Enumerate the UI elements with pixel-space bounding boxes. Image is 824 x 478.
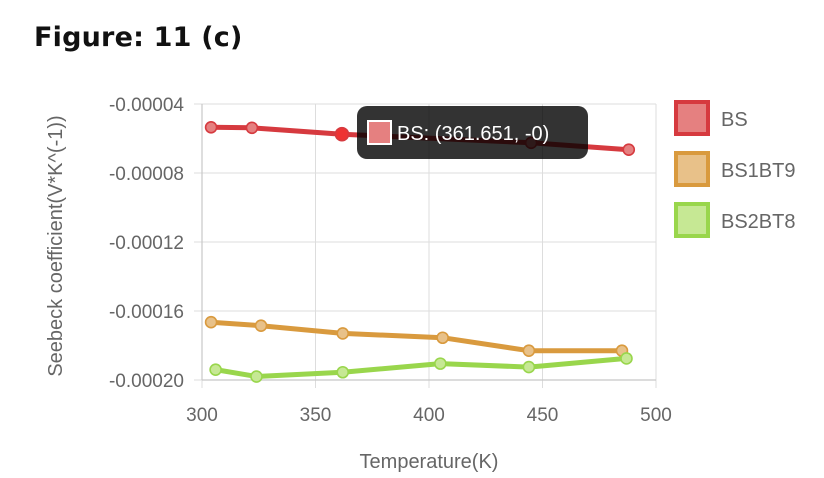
tooltip-box xyxy=(357,106,588,159)
data-point xyxy=(622,143,636,157)
axes: 300 350 400 450 500 -0.00004 -0.00008 -0.00012 -… xyxy=(45,95,672,473)
y-axis-label: Seebeck coefficient(V*K^(-1)) xyxy=(45,115,67,376)
series-line-bs2bt8 xyxy=(213,355,629,379)
figure-title: Figure: 11 (c) xyxy=(34,22,243,53)
data-point xyxy=(250,370,263,383)
data-point xyxy=(254,319,268,332)
data-point xyxy=(245,121,259,135)
x-tick-label: 400 xyxy=(413,405,445,426)
data-point xyxy=(204,315,218,329)
tooltip-text: BS: (361.651, -0) xyxy=(397,123,549,145)
legend-swatch-bs xyxy=(674,100,710,136)
data-point xyxy=(336,327,350,340)
series-bs2bt8 xyxy=(209,352,633,383)
x-tick-label: 300 xyxy=(186,405,218,426)
data-point xyxy=(522,360,536,374)
legend-label-bs2bt8: BS2BT8 xyxy=(721,211,795,233)
tooltip: BS: (361.651, -0) xyxy=(357,106,588,159)
legend: BS BS1BT9 BS2BT8 xyxy=(674,100,795,238)
x-axis-label: Temperature(K) xyxy=(360,451,499,473)
series-line-bs1bt9 xyxy=(208,319,625,354)
y-tick-label: -0.00004 xyxy=(109,95,184,116)
data-point xyxy=(336,365,350,379)
legend-swatch-bs1bt9 xyxy=(674,151,710,187)
data-point xyxy=(334,126,350,142)
data-point xyxy=(209,363,222,376)
tooltip-swatch xyxy=(367,120,392,145)
legend-label-bs: BS xyxy=(721,109,748,131)
x-tick-label: 450 xyxy=(527,405,559,426)
data-point xyxy=(434,357,447,370)
y-tick-label: -0.00012 xyxy=(109,233,184,254)
y-tick-label: -0.00016 xyxy=(109,302,184,323)
y-tick-label: -0.00020 xyxy=(109,371,184,392)
x-tick-label: 500 xyxy=(640,405,672,426)
legend-swatch-bs2bt8 xyxy=(674,202,710,238)
data-point xyxy=(620,352,633,365)
data-point xyxy=(204,120,218,134)
y-tick-label: -0.00008 xyxy=(109,164,184,185)
series-bs1bt9 xyxy=(204,315,629,357)
data-point xyxy=(522,344,536,357)
legend-label-bs1bt9: BS1BT9 xyxy=(721,160,795,182)
x-tick-label: 350 xyxy=(300,405,332,426)
data-point xyxy=(436,331,449,345)
series-layer xyxy=(204,120,636,383)
